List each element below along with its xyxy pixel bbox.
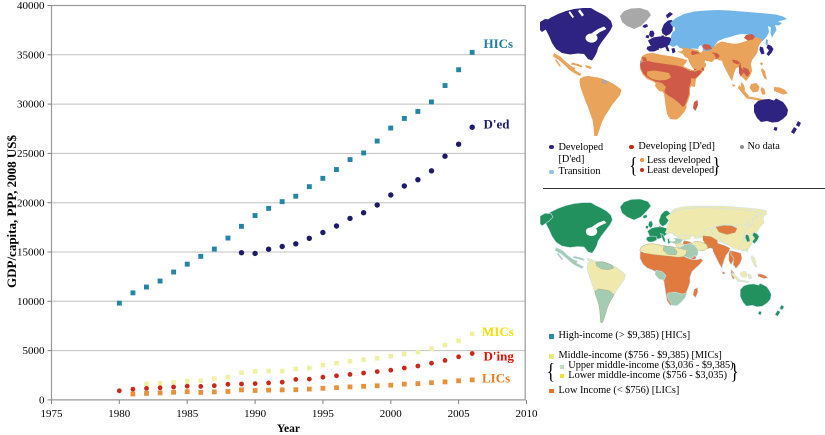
svg-text:1975: 1975 — [41, 408, 64, 420]
svg-text:1990: 1990 — [244, 408, 267, 420]
svg-text:2010: 2010 — [516, 408, 539, 420]
svg-text:5000: 5000 — [23, 345, 46, 357]
svg-text:LICs: LICs — [482, 371, 510, 386]
svg-text:35000: 35000 — [17, 49, 45, 61]
svg-text:20000: 20000 — [17, 197, 45, 209]
svg-text:MICs: MICs — [482, 324, 514, 339]
svg-text:1995: 1995 — [312, 408, 335, 420]
svg-text:D'ed: D'ed — [484, 117, 511, 132]
svg-text:Year: Year — [277, 423, 300, 435]
svg-text:30000: 30000 — [17, 99, 45, 111]
svg-text:40000: 40000 — [17, 0, 45, 12]
svg-text:2000: 2000 — [380, 408, 403, 420]
svg-text:HICs: HICs — [484, 36, 514, 51]
svg-text:15000: 15000 — [17, 247, 45, 259]
svg-text:0: 0 — [39, 395, 45, 407]
svg-text:GDP/capita, PPP, 2008 US$: GDP/capita, PPP, 2008 US$ — [4, 135, 19, 288]
svg-text:D'ing: D'ing — [484, 349, 515, 364]
svg-text:1985: 1985 — [176, 408, 199, 420]
svg-text:1980: 1980 — [108, 408, 131, 420]
svg-text:2005: 2005 — [448, 408, 471, 420]
svg-text:25000: 25000 — [17, 148, 45, 160]
svg-text:10000: 10000 — [17, 296, 45, 308]
